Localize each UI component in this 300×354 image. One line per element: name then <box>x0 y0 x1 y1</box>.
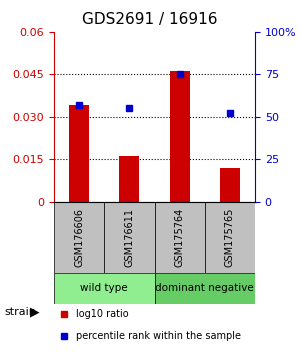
Bar <box>154 273 255 304</box>
Text: log10 ratio: log10 ratio <box>76 309 129 320</box>
Text: GSM175765: GSM175765 <box>225 207 235 267</box>
Text: GSM176606: GSM176606 <box>74 208 84 267</box>
Text: dominant negative: dominant negative <box>155 283 254 293</box>
Text: GSM176611: GSM176611 <box>124 208 134 267</box>
Text: ▶: ▶ <box>30 306 40 319</box>
Text: strain: strain <box>4 307 36 317</box>
Text: wild type: wild type <box>80 283 128 293</box>
Bar <box>54 202 104 273</box>
Text: percentile rank within the sample: percentile rank within the sample <box>76 331 241 341</box>
Bar <box>54 273 154 304</box>
Text: GSM175764: GSM175764 <box>175 208 184 267</box>
Text: GDS2691 / 16916: GDS2691 / 16916 <box>82 12 218 27</box>
Bar <box>119 156 140 202</box>
Bar <box>154 202 205 273</box>
Bar <box>220 168 240 202</box>
Bar <box>169 72 190 202</box>
Bar <box>69 105 89 202</box>
Bar <box>104 202 154 273</box>
Bar <box>205 202 255 273</box>
